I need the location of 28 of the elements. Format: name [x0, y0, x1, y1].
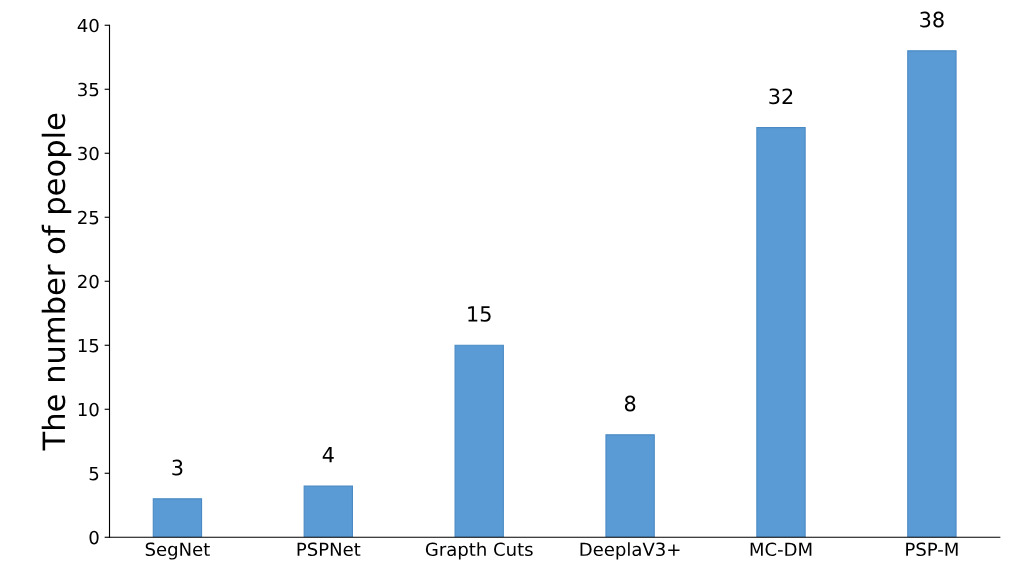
bar: [605, 434, 655, 538]
y-tick-label: 40: [77, 18, 99, 33]
bar: [152, 498, 203, 538]
data-label: 15: [468, 306, 491, 322]
x-tick-label: MC-DM: [750, 542, 812, 557]
y-tick-label: 25: [78, 210, 99, 225]
y-tick-label: 35: [78, 82, 99, 97]
bar: [907, 50, 957, 538]
x-tick-label: DeeplaV3+: [580, 542, 680, 560]
data-label: 8: [624, 395, 636, 412]
bar: [756, 127, 806, 538]
data-label: 32: [769, 88, 793, 105]
y-tick-label: 0: [89, 530, 99, 545]
y-tick-label: 20: [78, 274, 99, 289]
data-label: 4: [322, 447, 334, 463]
y-axis-title: The number of people: [41, 113, 72, 451]
y-tick-label: 10: [78, 402, 99, 417]
bar: [303, 485, 354, 538]
y-tick-label: 15: [78, 338, 99, 353]
data-label: 38: [920, 11, 944, 28]
y-tick-label: 5: [89, 466, 99, 481]
x-tick-label: SegNet: [145, 542, 210, 560]
x-tick-label: Grapth Cuts: [425, 542, 533, 560]
x-tick-label: PSPNet: [297, 542, 361, 557]
y-tick-label: 30: [78, 146, 99, 161]
x-tick-label: PSP-M: [906, 542, 958, 557]
data-label: 3: [172, 459, 183, 476]
bar: [454, 344, 504, 538]
